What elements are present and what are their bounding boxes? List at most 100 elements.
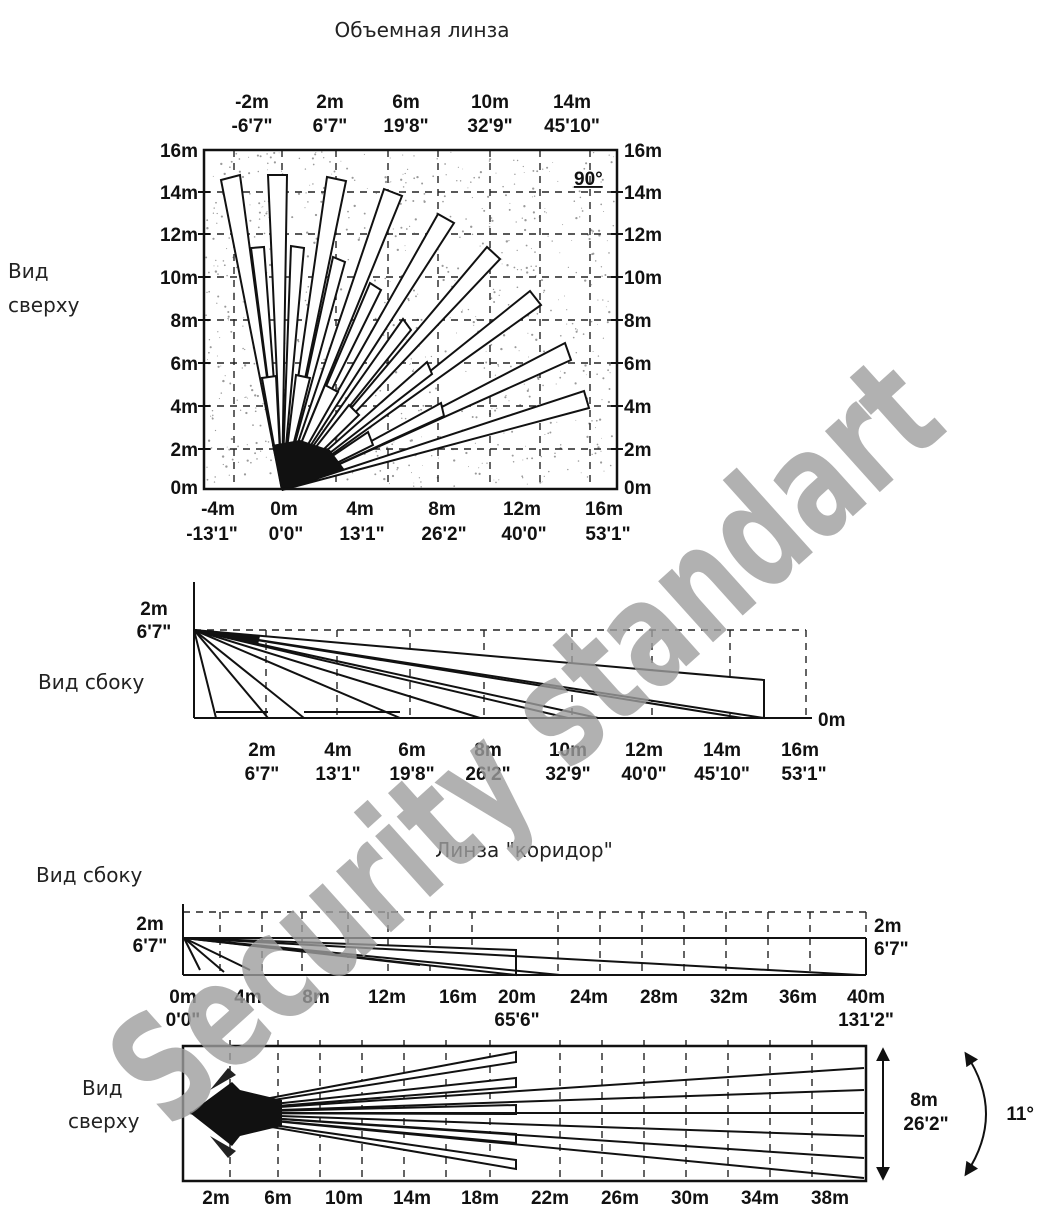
left-axis-10m: 10m [160,268,198,289]
scan-speck [601,399,603,401]
scan-speck [540,279,544,282]
scan-speck [230,330,233,333]
side-axis-ft-3: 19'8" [389,764,434,785]
scan-speck [442,278,445,282]
scan-speck [418,409,420,412]
scan-speck [571,240,573,242]
scan-speck [235,152,238,155]
scan-speck [535,338,538,341]
scan-speck [610,435,613,438]
scan-speck [353,204,356,208]
scan-speck [483,209,486,212]
scan-speck [544,208,546,209]
scan-speck [230,437,234,441]
scan-speck [357,238,360,241]
scan-speck [262,403,264,405]
scan-speck [494,409,497,412]
scan-speck [206,291,208,294]
scan-speck [483,367,486,369]
scan-speck [410,439,413,442]
scan-speck [531,196,533,198]
scan-speck [205,256,208,259]
scan-speck [601,437,602,439]
scan-speck [321,151,323,153]
scan-speck [256,458,258,460]
scan-speck [402,173,404,175]
scan-speck [229,166,231,169]
scan-speck [247,397,249,399]
scan-speck [453,485,456,487]
scan-speck [207,359,208,361]
scan-speck [598,234,601,237]
corridor-top-axis-8: 30m [671,1188,709,1209]
scan-speck [539,481,542,484]
scan-speck [220,365,222,367]
scan-speck [542,168,544,170]
volume-side-view-label: Вид сбоку [38,670,145,694]
scan-speck [306,303,308,306]
corridor-height-left-m: 2m [136,914,163,935]
scan-speck [554,452,556,455]
scan-speck [574,328,577,330]
scan-speck [208,339,211,341]
left-axis-4m: 4m [171,397,198,418]
side-axis-m-6: 12m [625,740,663,761]
volume-top-ticks [198,191,623,450]
scan-speck [601,178,604,181]
scan-speck [410,472,413,474]
scan-speck [594,260,597,262]
scan-speck [567,266,570,268]
scan-speck [392,228,394,230]
scan-speck [208,271,210,274]
top-axis-ft-3: 19'8" [383,116,428,137]
scan-speck [563,371,566,374]
scan-speck [501,251,503,254]
scan-speck [551,240,553,242]
scan-speck [222,260,225,262]
scan-speck [265,212,268,215]
corridor-lens-title: Линза "коридор" [435,838,613,862]
scan-speck [212,212,215,214]
scan-speck [264,200,266,202]
scan-speck [456,332,458,334]
scan-speck [445,174,447,176]
volume-angle-label: 90° [574,169,603,190]
scan-speck [351,472,354,474]
scan-speck [390,181,392,183]
corridor-side-frame [182,904,867,977]
scan-speck [291,216,294,219]
scan-speck [511,430,514,433]
right-axis-0m: 0m [624,478,651,499]
scan-speck [547,235,549,237]
scan-speck [346,478,349,481]
scan-speck [315,151,317,154]
scan-speck [592,151,595,154]
scan-speck [449,317,451,319]
scan-speck [514,173,516,176]
scan-speck [526,271,529,274]
scan-speck [608,388,611,390]
scan-speck [392,323,395,327]
scan-speck [224,375,226,377]
scan-speck [493,291,496,294]
scan-speck [424,356,426,358]
scan-speck [533,217,536,220]
scan-speck [603,470,605,472]
scan-speck [414,218,417,221]
corridor-top-axis-1: 2m [202,1188,229,1209]
scan-speck [555,383,557,385]
scan-speck [444,350,447,353]
scan-speck [380,449,382,451]
scan-speck [211,417,214,420]
scan-speck [432,175,435,178]
scan-speck [498,294,500,297]
scan-speck [459,180,462,182]
scan-speck [586,435,589,439]
scan-speck [597,299,599,301]
scan-speck [311,157,314,160]
scan-speck [494,374,496,376]
scan-speck [223,264,226,267]
scan-speck [552,161,554,163]
side-height-m: 2m [140,599,167,620]
scan-speck [411,370,414,373]
